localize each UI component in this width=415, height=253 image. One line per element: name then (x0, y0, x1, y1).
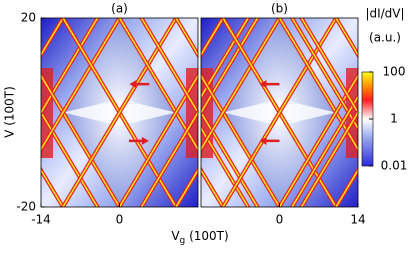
colorbar-tick-label: 0.01 (381, 159, 408, 173)
x-label-sub: g (180, 236, 186, 246)
arrow-head (259, 80, 267, 89)
x-label-main: V (171, 229, 180, 243)
heatmap (41, 18, 198, 207)
colorbar-label: |dI/dV| (365, 7, 404, 21)
resonance-line (222, 18, 337, 207)
resonance-line (291, 95, 358, 207)
panel-title: (a) (111, 2, 128, 16)
arrow-head (129, 80, 137, 89)
x-tick-label: 14 (350, 213, 365, 227)
resonance-line (41, 18, 121, 151)
colorbar-tick-label: 100 (383, 65, 406, 79)
x-label-rest: (100T) (185, 229, 228, 243)
x-tick-label: 0 (276, 213, 284, 227)
y-tick-label: -20 (16, 200, 36, 214)
panel-title: (b) (271, 2, 288, 16)
resonance-line (62, 18, 177, 207)
arrow-head (259, 136, 267, 145)
y-tick-label: 20 (21, 11, 36, 25)
resonance-line (118, 74, 198, 207)
heatmap (201, 18, 358, 207)
resonance-line (278, 74, 358, 207)
y-axis-label: V (100T) (3, 86, 17, 138)
x-tick-label: -14 (31, 213, 51, 227)
arrow-head (141, 136, 149, 145)
colorbar-unit: (a.u.) (369, 31, 401, 45)
colorbar-tick-label: 1 (390, 112, 398, 126)
resonance-line (201, 18, 281, 151)
x-tick-label: 0 (116, 213, 124, 227)
x-axis-label: Vg (100T) (171, 229, 228, 246)
